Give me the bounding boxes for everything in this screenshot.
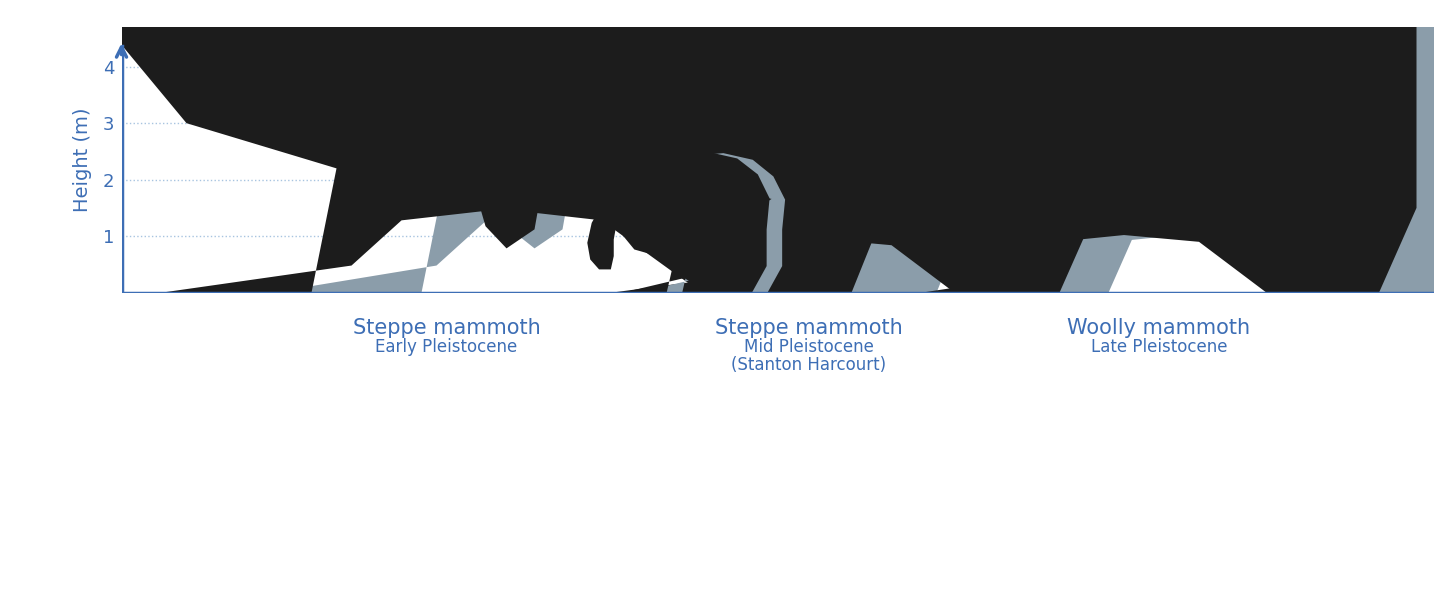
Polygon shape xyxy=(678,91,884,205)
Polygon shape xyxy=(525,0,1123,293)
Polygon shape xyxy=(895,0,1449,293)
Text: Early Pleistocene: Early Pleistocene xyxy=(375,338,517,356)
Text: Steppe mammoth: Steppe mammoth xyxy=(352,318,540,338)
Polygon shape xyxy=(827,0,1446,293)
Polygon shape xyxy=(1088,0,1171,39)
Y-axis label: Height (m): Height (m) xyxy=(72,107,91,212)
Polygon shape xyxy=(496,63,611,248)
Polygon shape xyxy=(800,47,927,249)
Polygon shape xyxy=(0,0,91,225)
Polygon shape xyxy=(584,0,1171,293)
Text: Steppe mammoth: Steppe mammoth xyxy=(716,318,903,338)
Polygon shape xyxy=(0,0,139,225)
Text: Late Pleistocene: Late Pleistocene xyxy=(1091,338,1227,356)
Polygon shape xyxy=(475,63,584,248)
Polygon shape xyxy=(1408,0,1449,33)
Text: Mid Pleistocene: Mid Pleistocene xyxy=(745,338,874,356)
Polygon shape xyxy=(775,47,895,249)
Text: Woolly mammoth: Woolly mammoth xyxy=(1068,318,1250,338)
Polygon shape xyxy=(122,0,1036,293)
Text: (Stanton Harcourt): (Stanton Harcourt) xyxy=(732,356,887,374)
Polygon shape xyxy=(6,0,952,293)
Polygon shape xyxy=(598,152,769,293)
Polygon shape xyxy=(587,209,623,270)
Polygon shape xyxy=(616,153,785,293)
Polygon shape xyxy=(378,105,584,147)
Polygon shape xyxy=(0,0,97,95)
